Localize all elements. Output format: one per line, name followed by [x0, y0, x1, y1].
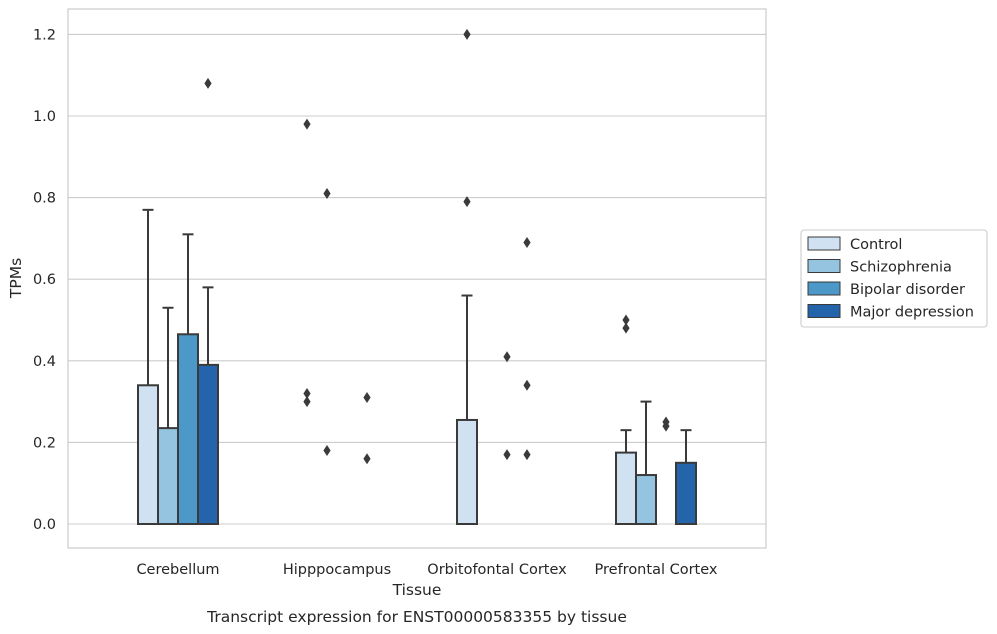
series-3	[197, 77, 697, 525]
outlier-point	[622, 314, 630, 326]
x-axis-label: Tissue	[392, 581, 442, 599]
legend-label: Major depression	[850, 305, 974, 321]
y-tick-label: 0.0	[33, 517, 56, 533]
y-tick-label: 1.2	[33, 27, 56, 43]
legend-swatch	[807, 259, 841, 273]
outlier-point	[323, 188, 331, 200]
bar	[157, 427, 179, 525]
outlier-point	[204, 77, 212, 89]
outlier-point	[303, 396, 311, 408]
plot-frame	[67, 8, 767, 549]
y-axis-label: TPMs	[7, 258, 25, 299]
series-1	[157, 188, 657, 526]
bar	[137, 384, 159, 525]
chart-caption: Transcript expression for ENST0000058335…	[206, 608, 627, 626]
bar	[177, 333, 199, 525]
bar	[675, 461, 697, 525]
legend-swatch	[807, 236, 841, 251]
legend-label: Schizophrenia	[850, 260, 952, 276]
bar	[456, 418, 478, 525]
y-axis-ticks: 0.0 0.2 0.4 0.6 0.8 1.0 1.2	[33, 27, 56, 533]
outlier-point	[463, 196, 471, 208]
outlier-point	[363, 392, 371, 404]
chart-marks	[137, 28, 697, 526]
outlier-point	[662, 420, 670, 432]
outlier-point	[303, 387, 311, 399]
outlier-point	[363, 453, 371, 465]
x-tick-label: Hipppocampus	[283, 562, 391, 578]
legend-box	[800, 229, 988, 328]
x-tick-label: Orbitofontal Cortex	[427, 562, 567, 578]
legend-label: Bipolar disorder	[850, 282, 965, 298]
series-2	[177, 233, 670, 525]
x-tick-label: Cerebellum	[136, 562, 219, 578]
bar	[615, 451, 637, 526]
outlier-point	[303, 118, 311, 130]
y-tick-label: 0.2	[33, 435, 56, 451]
y-tick-label: 1.0	[33, 109, 56, 125]
bar	[635, 474, 657, 526]
x-axis-ticks: Cerebellum Hipppocampus Orbitofontal Corte…	[136, 562, 717, 578]
legend-swatch	[807, 281, 841, 296]
series-0	[137, 28, 637, 526]
legend-swatch	[807, 304, 841, 318]
y-tick-label: 0.8	[33, 191, 56, 207]
y-tick-label: 0.4	[33, 354, 56, 370]
outlier-point	[503, 449, 511, 461]
y-tick-label: 0.6	[33, 272, 56, 288]
outlier-point	[622, 322, 630, 334]
outlier-point	[523, 449, 531, 461]
bar	[197, 363, 219, 525]
legend-label: Control	[850, 237, 902, 253]
outlier-point	[523, 379, 531, 391]
outlier-point	[323, 445, 331, 457]
x-tick-label: Prefrontal Cortex	[595, 562, 718, 578]
legend: Control Schizophrenia Bipolar disorder Majo…	[800, 229, 988, 328]
outlier-point	[463, 28, 471, 40]
outlier-point	[523, 236, 531, 248]
outlier-point	[503, 351, 511, 363]
